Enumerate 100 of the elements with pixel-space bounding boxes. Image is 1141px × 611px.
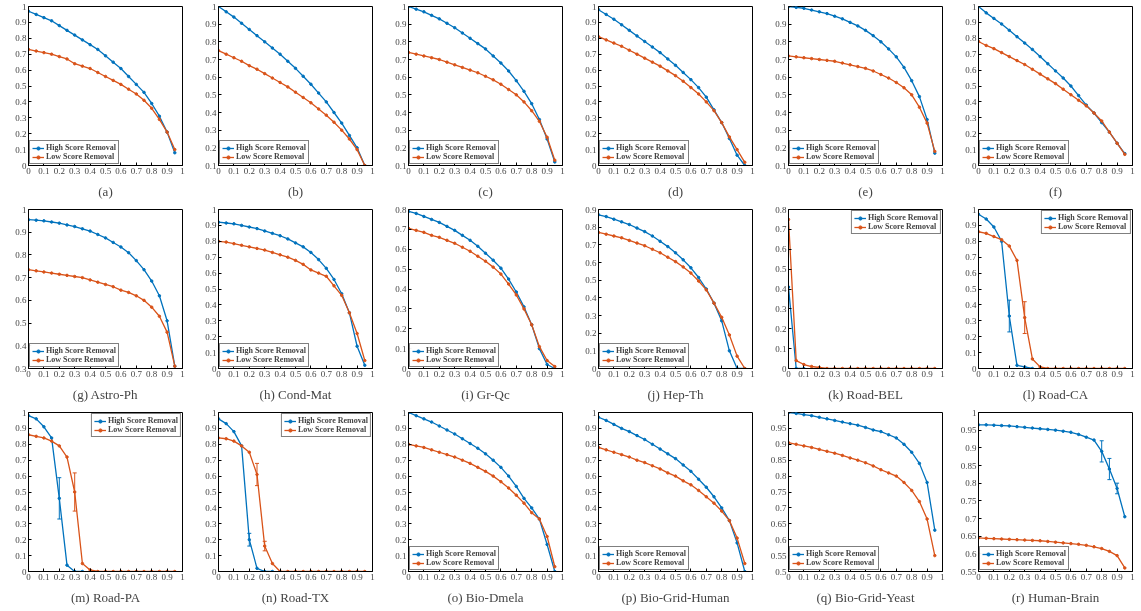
y-tick-label: 0.5 bbox=[15, 487, 27, 497]
y-tick-label: 0.6 bbox=[585, 471, 597, 482]
x-tick-label: 0.7 bbox=[320, 571, 333, 582]
x-tick-label: 1 bbox=[750, 165, 755, 176]
x-tick-label: 0.5 bbox=[1049, 165, 1062, 176]
y-tick-label: 0.9 bbox=[205, 19, 217, 30]
text: (d) bbox=[667, 183, 684, 199]
x-tick-label: 0.6 bbox=[115, 368, 128, 379]
y-tick-label: 0.9 bbox=[965, 442, 977, 453]
y-tick-label: 0.8 bbox=[775, 204, 787, 215]
x-tick-label: 0.4 bbox=[1034, 165, 1047, 176]
x-tick-label: 1 bbox=[560, 165, 565, 176]
y-tick-label: 0.2 bbox=[205, 142, 217, 153]
x-tick-label: 0.4 bbox=[1034, 368, 1047, 379]
y-tick-label: 0.65 bbox=[770, 518, 787, 529]
x-tick-label: 0.3 bbox=[259, 571, 271, 582]
legend-label: Low Score Removal bbox=[236, 152, 305, 161]
y-tick-label: 0.8 bbox=[15, 33, 27, 44]
y-tick-label: 0.6 bbox=[395, 244, 407, 255]
x-tick-label: 0.3 bbox=[69, 165, 81, 176]
legend-label: Low Score Removal bbox=[46, 152, 115, 161]
y-tick-label: 0.1 bbox=[395, 550, 407, 561]
x-tick-label: 1 bbox=[940, 368, 945, 379]
x-tick-label: 0.9 bbox=[921, 368, 934, 379]
x-tick-label: 0.4 bbox=[464, 571, 477, 582]
x-tick-label: 0.3 bbox=[829, 368, 841, 379]
legend-label: High Score Removal bbox=[616, 346, 687, 355]
y-tick-label: 0.2 bbox=[15, 128, 27, 139]
y-tick-label: 0.4 bbox=[205, 502, 217, 513]
y-tick-label: 0.7 bbox=[395, 54, 407, 65]
x-tick-label: 0.4 bbox=[654, 571, 667, 582]
x-tick-label: 0.6 bbox=[305, 165, 318, 176]
y-tick-label: 0.3 bbox=[775, 303, 787, 314]
y-tick-label: 1 bbox=[22, 204, 27, 215]
x-tick-label: 0.3 bbox=[1019, 571, 1031, 582]
y-tick-label: 0.7 bbox=[585, 455, 597, 466]
y-tick-label: 0.9 bbox=[585, 204, 597, 215]
y-tick-label: 0.6 bbox=[775, 534, 787, 545]
x-tick-label: 0.7 bbox=[320, 165, 333, 176]
y-tick-label: 0.4 bbox=[395, 502, 407, 513]
legend-label: Low Score Removal bbox=[426, 355, 495, 364]
x-tick-label: 0.7 bbox=[1080, 368, 1093, 379]
y-tick-label: 0.4 bbox=[395, 284, 407, 294]
x-tick-label: 0.6 bbox=[875, 571, 888, 582]
x-tick-label: 0.9 bbox=[161, 368, 174, 379]
x-tick-label: 0.6 bbox=[1065, 165, 1078, 176]
y-tick-label: 0.6 bbox=[775, 72, 787, 83]
y-tick-label: 0.7 bbox=[395, 224, 407, 235]
x-tick-label: 0.7 bbox=[890, 368, 903, 379]
x-tick-label: 0.5 bbox=[1049, 571, 1062, 582]
y-tick-label: 0.4 bbox=[585, 502, 597, 513]
y-tick-label: 0.6 bbox=[15, 295, 27, 306]
legend-label: High Score Removal bbox=[426, 346, 497, 355]
y-tick-label: 0.3 bbox=[965, 112, 977, 123]
x-tick-label: 0.3 bbox=[639, 165, 651, 176]
x-tick-label: 0.3 bbox=[449, 571, 461, 582]
text: (q) Bio-Grid-Yeast bbox=[816, 589, 915, 605]
y-tick-label: 0.7 bbox=[775, 224, 787, 235]
y-tick-label: 0.8 bbox=[395, 204, 407, 215]
y-tick-label: 0.8 bbox=[585, 33, 597, 44]
x-tick-label: 0.2 bbox=[813, 368, 825, 379]
x-tick-label: 0.9 bbox=[351, 571, 364, 582]
legend-label: High Score Removal bbox=[46, 346, 117, 355]
x-tick-label: 0.1 bbox=[418, 368, 430, 379]
y-tick-label: 0.9 bbox=[15, 227, 27, 238]
x-tick-label: 0.1 bbox=[228, 571, 240, 582]
y-tick-label: 0.4 bbox=[775, 284, 787, 294]
x-tick-label: 1 bbox=[370, 368, 375, 379]
y-tick-label: 0.7 bbox=[775, 502, 787, 513]
y-tick-label: 0.3 bbox=[775, 125, 787, 136]
x-tick-label: 0.1 bbox=[988, 571, 1000, 582]
x-tick-label: 0.2 bbox=[433, 165, 445, 176]
y-tick-label: 0.5 bbox=[585, 275, 597, 286]
y-tick-label: 0.5 bbox=[395, 487, 407, 497]
text: (b) bbox=[287, 183, 304, 199]
x-tick-label: 0.2 bbox=[1003, 368, 1015, 379]
x-tick-label: 0.6 bbox=[685, 165, 698, 176]
y-tick-label: 0.9 bbox=[585, 17, 597, 28]
y-tick-label: 0.2 bbox=[585, 328, 597, 339]
y-tick-label: 0.3 bbox=[585, 112, 597, 123]
x-tick-label: 0.4 bbox=[654, 368, 667, 379]
x-tick-label: 0.5 bbox=[289, 368, 302, 379]
y-tick-label: 0.6 bbox=[205, 471, 217, 482]
x-tick-label: 0.7 bbox=[510, 368, 523, 379]
y-tick-label: 1 bbox=[22, 1, 27, 12]
y-tick-label: 0.4 bbox=[395, 107, 407, 118]
x-tick-label: 0.7 bbox=[130, 165, 143, 176]
legend-label: High Score Removal bbox=[806, 143, 877, 152]
x-tick-label: 0.4 bbox=[1034, 571, 1047, 582]
x-tick-label: 0.1 bbox=[798, 165, 810, 176]
y-tick-label: 0.8 bbox=[775, 36, 787, 47]
y-tick-label: 0.8 bbox=[395, 439, 407, 450]
x-tick-label: 0.6 bbox=[1065, 368, 1078, 379]
x-tick-label: 0.2 bbox=[623, 571, 635, 582]
y-tick-label: 0.9 bbox=[965, 17, 977, 28]
x-tick-label: 0.7 bbox=[1080, 571, 1093, 582]
y-tick-label: 0.85 bbox=[960, 460, 977, 471]
y-tick-label: 1 bbox=[402, 407, 407, 418]
x-tick-label: 0.4 bbox=[844, 571, 857, 582]
y-tick-label: 0.8 bbox=[395, 36, 407, 47]
